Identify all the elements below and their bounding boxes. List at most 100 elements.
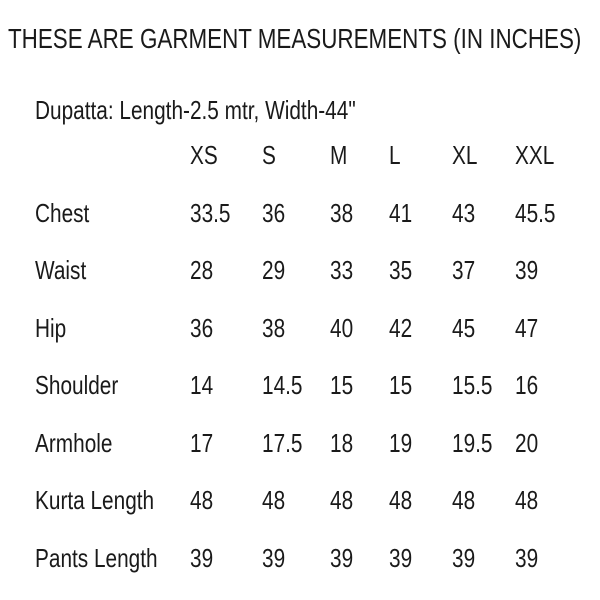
measurement-cell: 42 bbox=[389, 313, 452, 371]
measurement-value: 15 bbox=[330, 370, 354, 400]
measurement-value: 38 bbox=[330, 197, 354, 228]
dupatta-note: Dupatta: Length-2.5 mtr, Width-44" bbox=[35, 95, 356, 125]
measurement-cell: 19.5 bbox=[452, 428, 515, 486]
measurement-cell: 14 bbox=[190, 370, 262, 428]
measurement-value: 28 bbox=[190, 255, 214, 285]
table-row: Waist 28 29 33 35 37 39 bbox=[35, 255, 585, 313]
measurement-cell: 39 bbox=[515, 255, 585, 313]
row-label: Hip bbox=[35, 312, 67, 343]
measurement-cell: 48 bbox=[389, 485, 452, 543]
measurement-cell: 48 bbox=[330, 485, 389, 543]
measurement-cell: 15 bbox=[389, 370, 452, 428]
measurement-cell: 33 bbox=[330, 255, 389, 313]
measurement-value: 39 bbox=[515, 542, 539, 573]
measurement-cell: 19 bbox=[389, 428, 452, 486]
measurement-cell: 17 bbox=[190, 428, 262, 486]
measurement-cell: 45 bbox=[452, 313, 515, 371]
measurement-cell: 33.5 bbox=[190, 198, 262, 256]
size-column-header: L bbox=[389, 140, 452, 198]
measurement-value: 47 bbox=[515, 312, 539, 343]
measurement-cell: 39 bbox=[515, 543, 585, 600]
measurement-value: 39 bbox=[515, 255, 539, 285]
row-label-cell: Pants Length bbox=[35, 543, 190, 600]
measurement-cell: 37 bbox=[452, 255, 515, 313]
size-column-header: XL bbox=[452, 140, 515, 198]
table-row: Hip 36 38 40 42 45 47 bbox=[35, 313, 585, 371]
measurement-value: 15 bbox=[389, 370, 413, 400]
measurement-value: 33 bbox=[330, 255, 354, 285]
row-label: Armhole bbox=[35, 427, 113, 458]
measurement-value: 14.5 bbox=[262, 370, 303, 400]
size-column-header-label: XXL bbox=[515, 140, 555, 170]
measurement-cell: 48 bbox=[190, 485, 262, 543]
measurement-cell: 29 bbox=[262, 255, 330, 313]
measurement-cell: 39 bbox=[389, 543, 452, 600]
measurement-cell: 20 bbox=[515, 428, 585, 486]
size-column-header: XS bbox=[190, 140, 262, 198]
measurement-value: 48 bbox=[389, 485, 413, 515]
row-label: Waist bbox=[35, 255, 87, 285]
row-label-cell: Waist bbox=[35, 255, 190, 313]
measurement-value: 48 bbox=[515, 485, 539, 515]
size-column-header-label: L bbox=[389, 140, 401, 170]
size-column-header-label: XS bbox=[190, 140, 218, 170]
measurement-value: 15.5 bbox=[452, 370, 493, 400]
measurement-value: 38 bbox=[262, 312, 286, 343]
measurement-value: 41 bbox=[389, 197, 413, 228]
measurement-value: 19 bbox=[389, 427, 413, 458]
size-column-header: S bbox=[262, 140, 330, 198]
measurement-value: 43 bbox=[452, 197, 476, 228]
measurement-value: 39 bbox=[190, 542, 214, 573]
measurement-cell: 41 bbox=[389, 198, 452, 256]
size-header-row: XS S M L XL XXL bbox=[35, 140, 585, 198]
measurement-cell: 14.5 bbox=[262, 370, 330, 428]
size-column-header: M bbox=[330, 140, 389, 198]
measurement-cell: 48 bbox=[452, 485, 515, 543]
measurement-cell: 39 bbox=[190, 543, 262, 600]
measurement-value: 17 bbox=[190, 427, 214, 458]
measurement-cell: 38 bbox=[262, 313, 330, 371]
table-row: Kurta Length 48 48 48 48 48 48 bbox=[35, 485, 585, 543]
measurement-value: 18 bbox=[330, 427, 354, 458]
size-measurement-table: XS S M L XL XXL Chest 33.5 36 38 41 43 45.5 Waist 28 2… bbox=[35, 140, 585, 600]
measurement-value: 48 bbox=[330, 485, 354, 515]
table-row: Shoulder 14 14.5 15 15 15.5 16 bbox=[35, 370, 585, 428]
size-column-header-label: S bbox=[262, 140, 276, 170]
row-label: Pants Length bbox=[35, 542, 158, 573]
measurement-value: 39 bbox=[262, 542, 286, 573]
measurement-value: 45.5 bbox=[515, 197, 556, 228]
measurement-value: 14 bbox=[190, 370, 214, 400]
measurement-value: 29 bbox=[262, 255, 286, 285]
measurement-value: 37 bbox=[452, 255, 476, 285]
measurement-value: 17.5 bbox=[262, 427, 303, 458]
measurement-cell: 43 bbox=[452, 198, 515, 256]
measurement-value: 20 bbox=[515, 427, 539, 458]
measurement-cell: 47 bbox=[515, 313, 585, 371]
measurement-value: 36 bbox=[262, 197, 286, 228]
measurement-value: 39 bbox=[452, 542, 476, 573]
row-label-cell: Hip bbox=[35, 313, 190, 371]
measurement-cell: 39 bbox=[262, 543, 330, 600]
row-label: Kurta Length bbox=[35, 485, 155, 515]
measurement-cell: 38 bbox=[330, 198, 389, 256]
measurement-value: 48 bbox=[452, 485, 476, 515]
measurement-value: 48 bbox=[190, 485, 214, 515]
measurement-cell: 36 bbox=[262, 198, 330, 256]
measurement-value: 33.5 bbox=[190, 197, 231, 228]
row-label-cell: Shoulder bbox=[35, 370, 190, 428]
page-title: THESE ARE GARMENT MEASUREMENTS (IN INCHE… bbox=[8, 23, 582, 54]
measurement-cell: 48 bbox=[262, 485, 330, 543]
row-label: Shoulder bbox=[35, 370, 119, 400]
measurement-cell: 17.5 bbox=[262, 428, 330, 486]
measurement-value: 48 bbox=[262, 485, 286, 515]
measurement-cell: 40 bbox=[330, 313, 389, 371]
size-column-header-label: M bbox=[330, 140, 348, 170]
table-row: Chest 33.5 36 38 41 43 45.5 bbox=[35, 198, 585, 256]
measurement-value: 45 bbox=[452, 312, 476, 343]
measurement-cell: 39 bbox=[330, 543, 389, 600]
measurement-value: 39 bbox=[389, 542, 413, 573]
measurement-cell: 18 bbox=[330, 428, 389, 486]
measurement-cell: 35 bbox=[389, 255, 452, 313]
measurement-value: 42 bbox=[389, 312, 413, 343]
